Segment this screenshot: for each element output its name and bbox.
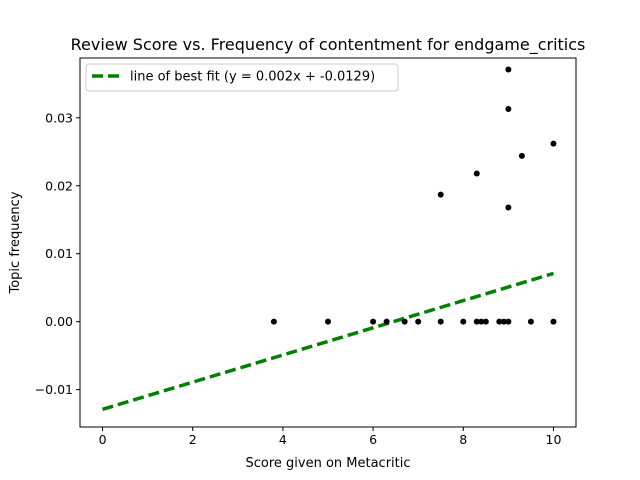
data-point <box>473 170 480 177</box>
x-tick-label: 2 <box>189 432 197 447</box>
plot-content <box>102 66 557 412</box>
data-point <box>496 318 503 325</box>
x-axis: 0 2 4 6 8 10 <box>99 427 562 447</box>
data-point <box>473 318 480 325</box>
data-point <box>550 318 557 325</box>
data-point <box>270 318 277 325</box>
legend: line of best fit (y = 0.002x + -0.0129) <box>85 63 399 92</box>
data-point <box>527 318 534 325</box>
data-point <box>518 152 525 159</box>
plot-frame <box>79 57 577 428</box>
data-point <box>437 318 444 325</box>
data-point <box>478 318 485 325</box>
data-point <box>505 204 512 211</box>
x-axis-title: Score given on Metacritic <box>245 456 410 471</box>
data-point <box>505 66 512 73</box>
data-point <box>550 140 557 147</box>
data-point <box>482 318 489 325</box>
y-axis: −0.01 0.00 0.01 0.02 0.03 <box>35 110 80 397</box>
x-tick-label: 10 <box>546 432 562 447</box>
y-axis-title: Topic frequency <box>8 191 23 294</box>
chart-title: Review Score vs. Frequency of contentmen… <box>71 35 586 55</box>
y-tick-label: 0.02 <box>45 178 73 193</box>
data-point <box>500 318 507 325</box>
data-point <box>505 318 512 325</box>
legend-label-best-fit: line of best fit (y = 0.002x + -0.0129) <box>130 70 375 85</box>
x-tick-label: 4 <box>279 432 287 447</box>
data-point <box>505 105 512 112</box>
data-point <box>401 318 408 325</box>
data-point <box>460 318 467 325</box>
data-point <box>325 318 331 325</box>
y-tick-label: 0.01 <box>45 246 73 261</box>
x-tick-label: 6 <box>369 432 377 447</box>
best-fit-line <box>102 271 554 412</box>
data-point <box>370 318 377 325</box>
x-tick-label: 8 <box>459 432 467 447</box>
x-tick-label: 0 <box>99 432 107 447</box>
legend-box <box>85 63 399 92</box>
y-tick-label: 0.00 <box>45 314 73 329</box>
data-point <box>415 318 422 325</box>
data-point <box>437 191 444 198</box>
y-tick-label: 0.03 <box>45 110 73 125</box>
y-tick-label: −0.01 <box>35 382 73 397</box>
data-point <box>383 318 390 325</box>
